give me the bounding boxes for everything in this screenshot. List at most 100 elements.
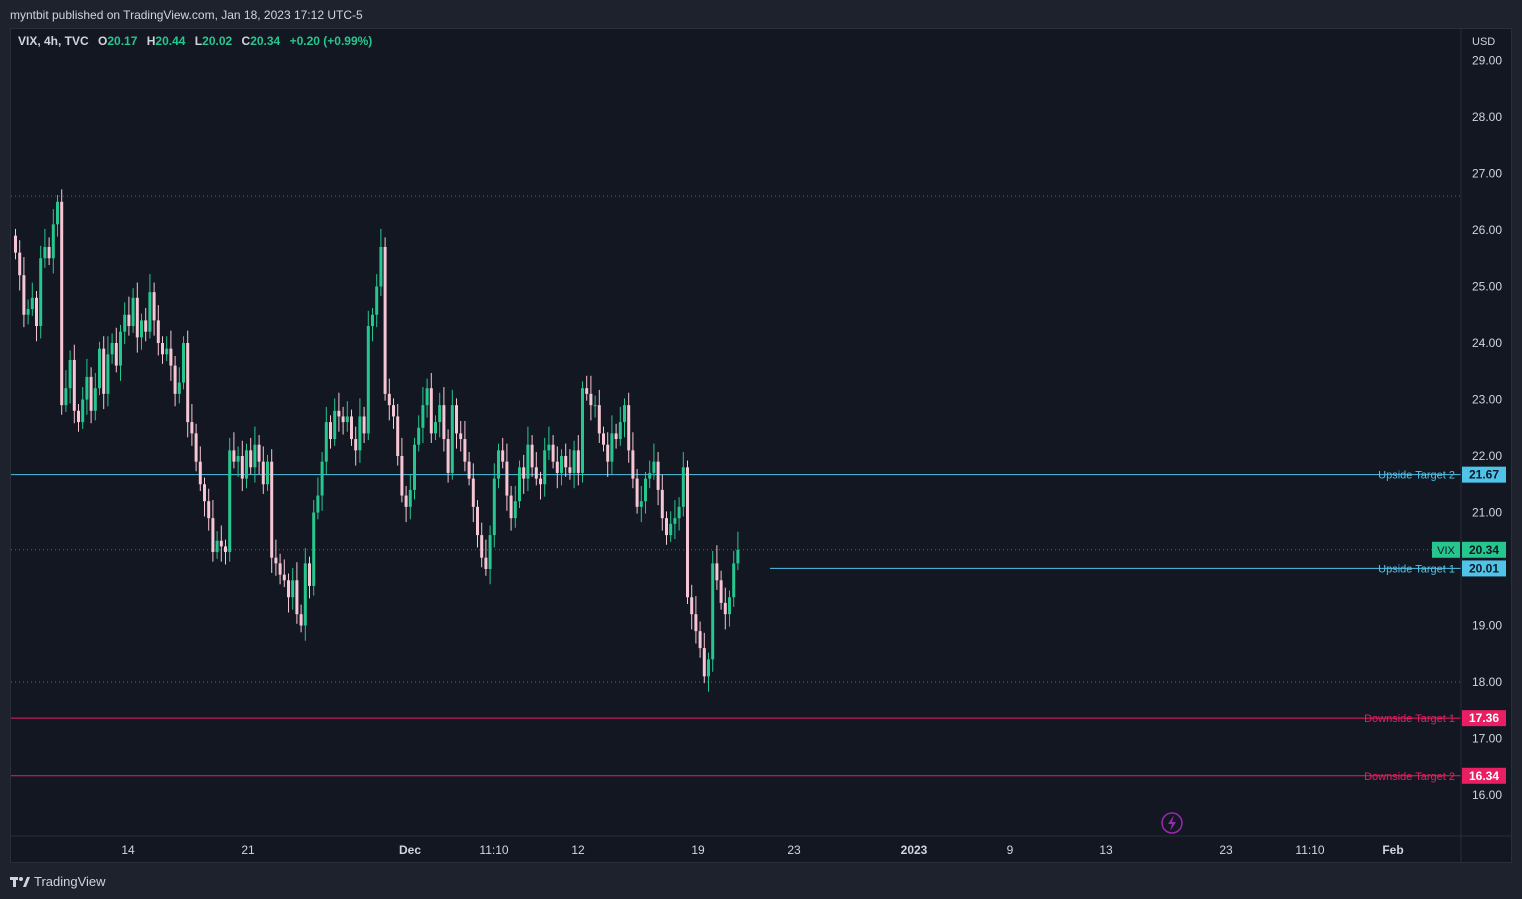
- candle-body: [358, 416, 362, 451]
- x-tick-label: Feb: [1382, 843, 1403, 857]
- legend-low-label: L: [194, 34, 203, 48]
- candle-body: [194, 433, 198, 462]
- candle-body: [148, 292, 152, 332]
- x-tick-label: 21: [241, 843, 255, 857]
- candle-body: [198, 461, 202, 485]
- candle-body: [639, 501, 643, 507]
- candle-body: [421, 405, 425, 428]
- y-tick-label: 26.00: [1472, 223, 1502, 237]
- candle-body: [698, 631, 702, 649]
- candle-body: [480, 535, 484, 558]
- candle-body: [68, 359, 72, 389]
- candle-body: [22, 275, 26, 315]
- legend-symbol: VIX, 4h, TVC: [18, 34, 89, 48]
- price-tag-value: 21.67: [1469, 468, 1499, 482]
- candle-body: [345, 416, 349, 423]
- candle-body: [635, 478, 639, 507]
- candle-body: [736, 549, 740, 564]
- legend-change: +0.20 (+0.99%): [289, 34, 373, 48]
- price-tag-bg: [1462, 560, 1506, 577]
- candle-body: [715, 563, 719, 581]
- candle-body: [295, 580, 299, 615]
- candle-body: [341, 416, 345, 423]
- candle-body: [471, 478, 475, 507]
- candle-body: [711, 563, 715, 660]
- candle-body: [413, 444, 416, 490]
- candle-body: [627, 405, 631, 451]
- candle-body: [484, 557, 488, 569]
- candle-body: [723, 602, 727, 615]
- candle-body: [211, 518, 215, 553]
- candle-body: [707, 659, 710, 677]
- y-tick-label: 25.00: [1472, 280, 1502, 294]
- candle-body: [228, 450, 232, 553]
- candle-body: [560, 456, 563, 473]
- candle-body: [232, 450, 236, 462]
- candle-body: [606, 444, 610, 462]
- lightning-icon[interactable]: [1161, 812, 1183, 834]
- candle-body: [257, 444, 261, 462]
- candle-body: [324, 422, 328, 462]
- candle-body: [442, 405, 446, 440]
- candle-body: [236, 456, 240, 462]
- candle-body: [135, 297, 139, 338]
- candle-body: [316, 495, 320, 513]
- candle-body: [522, 467, 526, 479]
- candle-body: [417, 427, 421, 445]
- price-tag-value: 17.36: [1469, 711, 1499, 725]
- x-tick-label: 9: [1007, 843, 1014, 857]
- candle-body: [144, 320, 148, 332]
- candle-body: [677, 506, 681, 519]
- legend-close-label: C: [241, 34, 251, 48]
- candle-body: [404, 495, 408, 507]
- candle-body: [450, 405, 454, 473]
- candle-body: [589, 393, 593, 406]
- candle-body: [173, 365, 177, 394]
- candle-body: [656, 461, 660, 490]
- candle-body: [610, 433, 614, 462]
- y-tick-label: 24.00: [1472, 336, 1502, 350]
- candle-body: [266, 461, 269, 485]
- candle-body: [614, 433, 618, 440]
- candle-body: [463, 439, 467, 462]
- candle-body: [660, 489, 664, 519]
- candle-body: [652, 461, 656, 473]
- y-tick-label: 17.00: [1472, 732, 1502, 746]
- candle-body: [119, 331, 122, 366]
- candle-body: [375, 286, 379, 315]
- candle-body: [618, 422, 622, 440]
- legend-close-value: 20.34: [250, 34, 281, 48]
- candle-body: [43, 246, 47, 259]
- candle-body: [551, 444, 555, 462]
- candle-body: [14, 235, 17, 253]
- candle-body: [379, 246, 383, 287]
- last-price-value: 20.34: [1469, 543, 1499, 557]
- candle-body: [690, 597, 694, 615]
- y-tick-label: 29.00: [1472, 54, 1502, 68]
- candle-body: [333, 410, 337, 440]
- candle-body: [47, 246, 51, 259]
- candle-body: [547, 444, 551, 451]
- candle-body: [98, 348, 101, 389]
- x-tick-label: 23: [1219, 843, 1233, 857]
- candle-body: [337, 410, 341, 417]
- candle-body: [165, 348, 169, 355]
- candle-body: [18, 252, 22, 276]
- candle-body: [320, 461, 324, 496]
- publisher-header: myntbit published on TradingView.com, Ja…: [10, 8, 363, 22]
- candle-body: [308, 563, 311, 586]
- candle-body: [539, 478, 542, 485]
- legend-open-label: O: [98, 34, 108, 48]
- legend-low-value: 20.02: [202, 34, 233, 48]
- candle-body: [543, 450, 547, 485]
- candle-body: [530, 444, 534, 468]
- candle-body: [644, 478, 647, 502]
- legend-high-label: H: [146, 34, 156, 48]
- y-tick-label: 27.00: [1472, 167, 1502, 181]
- candle-body: [396, 416, 400, 456]
- price-tag-value: 16.34: [1469, 769, 1499, 783]
- candle-body: [408, 489, 412, 507]
- last-price-symbol-bg: [1432, 541, 1460, 558]
- tradingview-brand[interactable]: TradingView: [10, 874, 106, 889]
